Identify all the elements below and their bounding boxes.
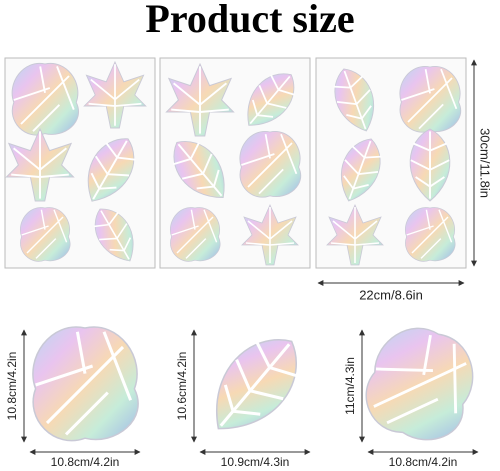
sheet-width: 22cm/8.6in bbox=[359, 287, 423, 302]
item-width: 10.8cm/4.2in bbox=[51, 455, 120, 469]
title: Product size bbox=[145, 0, 354, 41]
item-width: 10.9cm/4.3in bbox=[221, 455, 290, 469]
item-width: 10.8cm/4.2in bbox=[389, 455, 458, 469]
items: 10.8cm/4.2in 10.8cm/4.2in 10.6cm/4.2in 1… bbox=[5, 315, 488, 469]
sheet-height: 30cm/11.8in bbox=[478, 128, 493, 198]
item-height: 11cm/4.3in bbox=[343, 357, 357, 415]
item-height: 10.6cm/4.2in bbox=[175, 352, 189, 421]
sheets bbox=[4, 57, 467, 271]
item-height: 10.8cm/4.2in bbox=[5, 352, 19, 421]
